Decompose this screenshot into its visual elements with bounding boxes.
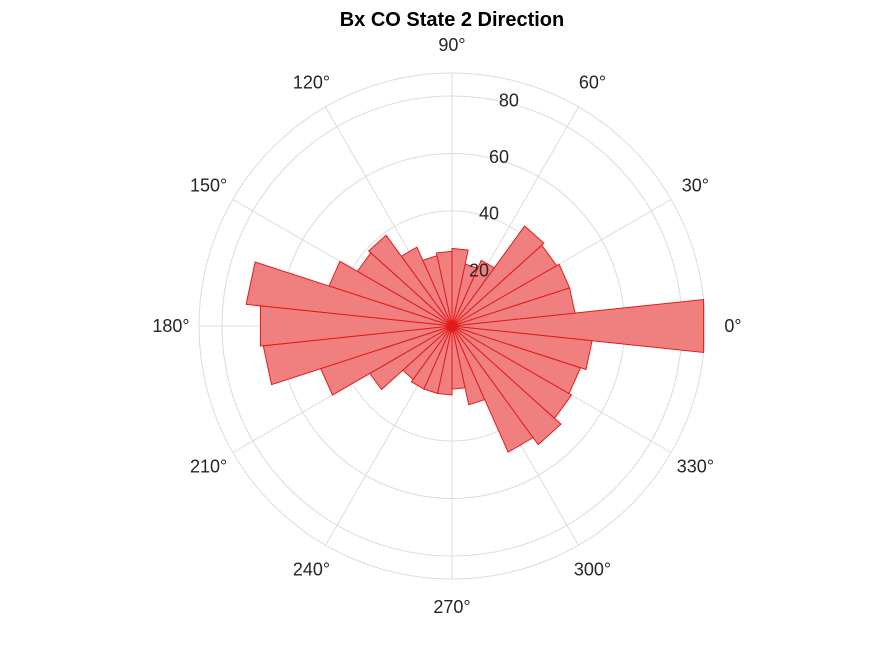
angle-tick-label-210: 210° [190, 457, 227, 477]
angle-tick-label-150: 150° [190, 176, 227, 196]
radius-tick-label-40: 40 [479, 204, 499, 224]
histogram-petals [245, 225, 705, 453]
histogram-bin-348 [451, 325, 593, 371]
radius-tick-label-20: 20 [469, 260, 489, 280]
angle-tick-label-60: 60° [579, 73, 606, 93]
radius-tick-label-60: 60 [489, 147, 509, 167]
angle-tick-label-90: 90° [438, 35, 465, 55]
angle-tick-label-0: 0° [724, 316, 741, 336]
angle-tick-label-180: 180° [152, 316, 189, 336]
chart-title: Bx CO State 2 Direction [340, 9, 565, 31]
center-marker [447, 321, 457, 331]
radius-tick-label-80: 80 [499, 91, 519, 111]
angle-tick-labels: 0° 30° 60° 90° 120° 150° 180° 210° 240° 270° 300° 3… [152, 35, 741, 617]
radius-tick-labels: 20 40 60 80 [447, 91, 519, 331]
angle-tick-label-120: 120° [293, 73, 330, 93]
angle-tick-label-300: 300° [574, 559, 611, 579]
angle-tick-label-270: 270° [433, 597, 470, 617]
angle-tick-label-330: 330° [677, 457, 714, 477]
angle-tick-label-240: 240° [293, 559, 330, 579]
angle-tick-label-30: 30° [682, 176, 709, 196]
